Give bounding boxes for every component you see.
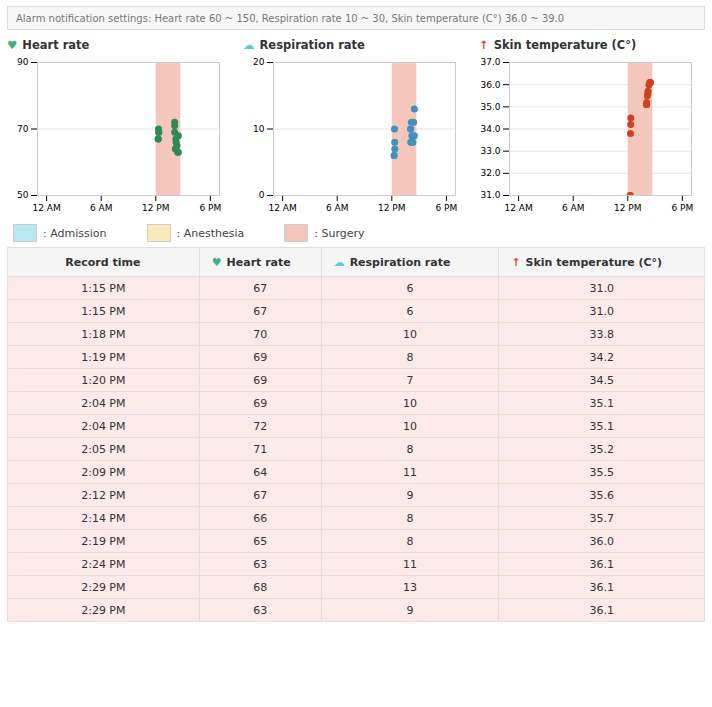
html-text:2:19 PM: 2:19 PM bbox=[81, 534, 126, 548]
html-text:: Surgery: : Surgery bbox=[314, 226, 365, 240]
html-text:72: 72 bbox=[253, 419, 268, 433]
svg-text:35.0: 35.0 bbox=[480, 102, 500, 112]
html-text:1:15 PM: 1:15 PM bbox=[81, 304, 126, 318]
html-text:11: 11 bbox=[403, 557, 417, 571]
html-text:64: 64 bbox=[253, 465, 268, 479]
html-text:: Admission: : Admission bbox=[43, 226, 107, 240]
html-text:2:14 PM: 2:14 PM bbox=[81, 511, 126, 525]
html-text:69: 69 bbox=[253, 350, 268, 364]
html-text:↑ Skin temperature (C°): ↑ Skin temperature (C°) bbox=[511, 255, 663, 269]
html-text:35.5: 35.5 bbox=[589, 465, 614, 479]
html-text:35.2: 35.2 bbox=[589, 442, 614, 456]
svg-text:37.0: 37.0 bbox=[480, 57, 500, 67]
html-text:13: 13 bbox=[403, 580, 417, 594]
html-text:63: 63 bbox=[253, 557, 268, 571]
html-text:6: 6 bbox=[406, 304, 414, 318]
html-text:10: 10 bbox=[403, 419, 417, 433]
html-text:1:18 PM: 1:18 PM bbox=[81, 327, 126, 341]
svg-text:10: 10 bbox=[253, 124, 265, 134]
html-text:2:04 PM: 2:04 PM bbox=[81, 419, 126, 433]
svg-text:6 PM: 6 PM bbox=[436, 203, 458, 213]
html-text:9: 9 bbox=[406, 603, 414, 617]
html-text:☁ Respiration rate: ☁ Respiration rate bbox=[333, 255, 451, 269]
html-text:71: 71 bbox=[253, 442, 268, 456]
html-text:36.0: 36.0 bbox=[589, 534, 614, 548]
html-text:35.1: 35.1 bbox=[589, 396, 614, 410]
html-text:68: 68 bbox=[253, 580, 268, 594]
html-text:35.7: 35.7 bbox=[589, 511, 614, 525]
svg-text:0: 0 bbox=[259, 190, 265, 200]
html-text:67: 67 bbox=[253, 281, 268, 295]
html-text:67: 67 bbox=[253, 304, 268, 318]
html-text:2:12 PM: 2:12 PM bbox=[81, 488, 126, 502]
html-text:11: 11 bbox=[403, 465, 417, 479]
svg-text:34.0: 34.0 bbox=[480, 124, 500, 134]
html-text:☁ Respiration rate: ☁ Respiration rate bbox=[243, 38, 365, 52]
html-text:69: 69 bbox=[253, 396, 268, 410]
html-text:1:15 PM: 1:15 PM bbox=[81, 281, 126, 295]
svg-text:36.0: 36.0 bbox=[480, 80, 500, 90]
html-text:8: 8 bbox=[406, 511, 414, 525]
html-text:1:19 PM: 1:19 PM bbox=[81, 350, 126, 364]
html-text:33.8: 33.8 bbox=[589, 327, 614, 341]
html-text:Alarm notification settings: H: Alarm notification settings: Heart rate … bbox=[16, 13, 565, 24]
html-text:8: 8 bbox=[406, 534, 414, 548]
html-text:70: 70 bbox=[253, 327, 268, 341]
html-text:2:04 PM: 2:04 PM bbox=[81, 396, 126, 410]
html-text:↑ Skin temperature (C°): ↑ Skin temperature (C°) bbox=[479, 38, 637, 52]
svg-text:12 PM: 12 PM bbox=[614, 203, 642, 213]
html-text:69: 69 bbox=[253, 373, 268, 387]
svg-text:12 PM: 12 PM bbox=[378, 203, 406, 213]
html-text:63: 63 bbox=[253, 603, 268, 617]
html-text:7: 7 bbox=[406, 373, 414, 387]
svg-text:6 AM: 6 AM bbox=[326, 203, 349, 213]
html-text:35.6: 35.6 bbox=[589, 488, 614, 502]
html-text:9: 9 bbox=[406, 488, 414, 502]
svg-text:33.0: 33.0 bbox=[480, 146, 500, 156]
svg-text:12 AM: 12 AM bbox=[32, 203, 60, 213]
html-text:1:20 PM: 1:20 PM bbox=[81, 373, 126, 387]
svg-text:90: 90 bbox=[17, 57, 29, 67]
svg-text:12 AM: 12 AM bbox=[504, 203, 532, 213]
html-text:10: 10 bbox=[403, 396, 417, 410]
html-text:66: 66 bbox=[253, 511, 268, 525]
html-text:31.0: 31.0 bbox=[589, 281, 614, 295]
svg-text:12 AM: 12 AM bbox=[268, 203, 296, 213]
html-text:34.2: 34.2 bbox=[589, 350, 614, 364]
html-text:6: 6 bbox=[406, 281, 414, 295]
svg-text:31.0: 31.0 bbox=[480, 190, 500, 200]
svg-text:20: 20 bbox=[253, 57, 265, 67]
html-text:34.5: 34.5 bbox=[589, 373, 614, 387]
html-text:2:05 PM: 2:05 PM bbox=[81, 442, 126, 456]
svg-text:12 PM: 12 PM bbox=[142, 203, 170, 213]
html-text:35.1: 35.1 bbox=[589, 419, 614, 433]
html-text:31.0: 31.0 bbox=[589, 304, 614, 318]
svg-text:50: 50 bbox=[17, 190, 29, 200]
svg-text:6 AM: 6 AM bbox=[562, 203, 585, 213]
svg-text:70: 70 bbox=[17, 124, 29, 134]
html-text:8: 8 bbox=[406, 350, 414, 364]
html-text:♥ Heart rate: ♥ Heart rate bbox=[7, 38, 90, 52]
html-text:♥ Heart rate: ♥ Heart rate bbox=[211, 255, 291, 269]
svg-text:6 PM: 6 PM bbox=[200, 203, 222, 213]
html-text:2:29 PM: 2:29 PM bbox=[81, 580, 126, 594]
html-text:65: 65 bbox=[253, 534, 268, 548]
html-text:2:24 PM: 2:24 PM bbox=[81, 557, 126, 571]
html-text:36.1: 36.1 bbox=[589, 557, 614, 571]
svg-text:6 AM: 6 AM bbox=[90, 203, 113, 213]
html-text:10: 10 bbox=[403, 327, 417, 341]
html-text:36.1: 36.1 bbox=[589, 580, 614, 594]
html-text:8: 8 bbox=[406, 442, 414, 456]
html-text:67: 67 bbox=[253, 488, 268, 502]
svg-text:6 PM: 6 PM bbox=[672, 203, 694, 213]
html-text:36.1: 36.1 bbox=[589, 603, 614, 617]
html-text:2:09 PM: 2:09 PM bbox=[81, 465, 126, 479]
html-text:2:29 PM: 2:29 PM bbox=[81, 603, 126, 617]
html-text:Record time: Record time bbox=[65, 255, 141, 269]
html-text:: Anesthesia: : Anesthesia bbox=[176, 226, 245, 240]
svg-text:32.0: 32.0 bbox=[480, 168, 500, 178]
